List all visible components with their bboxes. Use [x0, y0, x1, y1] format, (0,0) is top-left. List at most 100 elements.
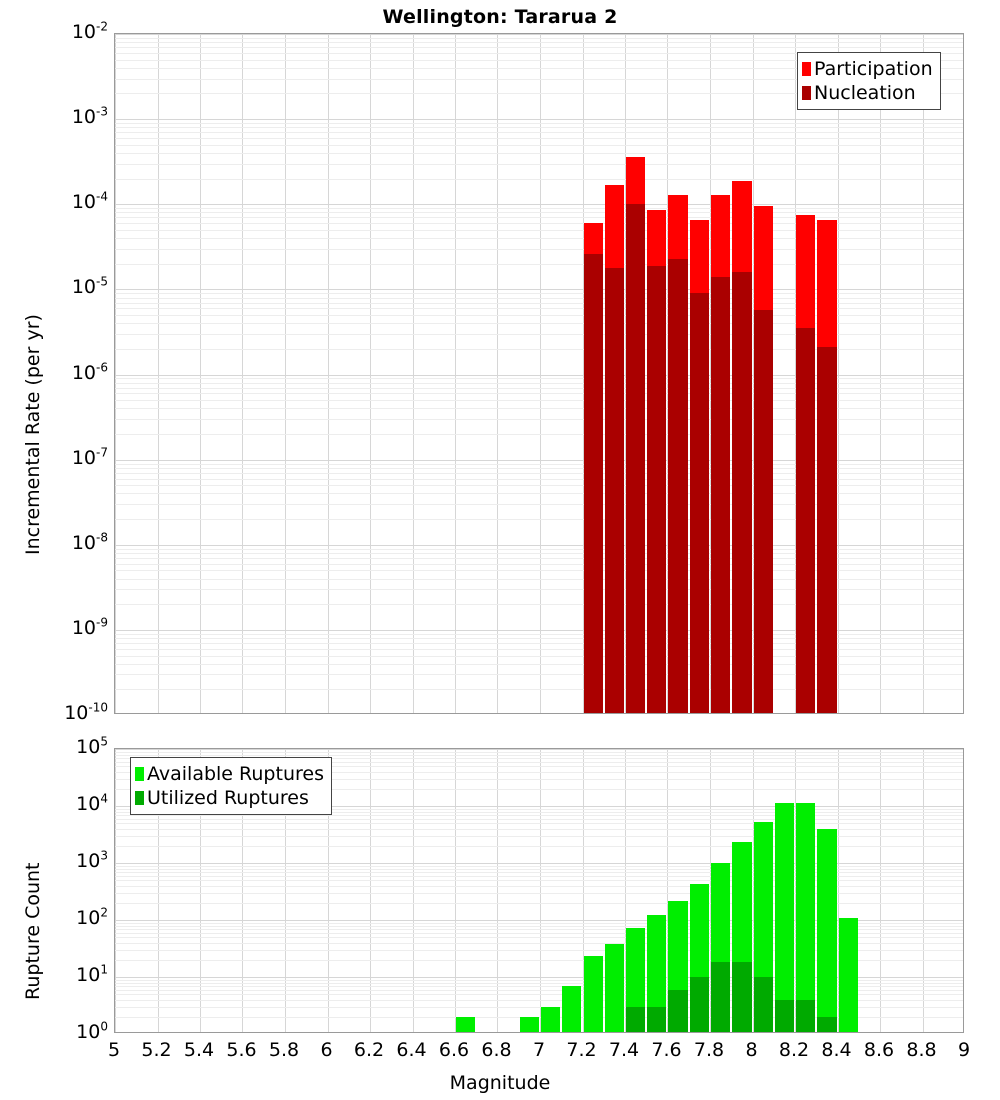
gridline-vertical [115, 749, 116, 1032]
gridline-vertical [115, 34, 116, 713]
gridline-horizontal-minor [115, 493, 963, 494]
gridline-horizontal-minor [115, 473, 963, 474]
gridline-horizontal-minor [115, 303, 963, 304]
gridline-horizontal-minor [115, 570, 963, 571]
gridline-vertical [158, 749, 159, 1032]
bar-utilized-ruptures [668, 990, 688, 1032]
bar-utilized-ruptures [775, 1000, 794, 1032]
bar-available-ruptures [541, 1007, 560, 1032]
gridline-horizontal-minor [115, 47, 963, 48]
gridline-horizontal-minor [115, 1007, 963, 1008]
bottom-y-tick-label: 100 [76, 1019, 108, 1043]
gridline-horizontal-minor [115, 564, 963, 565]
gridline-horizontal-minor [115, 960, 963, 961]
gridline-vertical [413, 34, 414, 713]
gridline-horizontal-minor [115, 755, 963, 756]
top-y-axis-label: Incremental Rate (per yr) [22, 314, 44, 555]
gridline-horizontal-minor [115, 823, 963, 824]
legend-swatch-icon [802, 86, 811, 100]
gridline-horizontal-minor [115, 127, 963, 128]
x-tick-label: 6 [320, 1039, 333, 1061]
top-legend-item[interactable]: Nucleation [802, 81, 933, 105]
gridline-horizontal-minor [115, 145, 963, 146]
top-legend-label: Participation [814, 57, 933, 80]
gridline-horizontal-minor [115, 230, 963, 231]
gridline-horizontal-minor [115, 589, 963, 590]
gridline-horizontal-minor [115, 388, 963, 389]
bar-nucleation [754, 310, 773, 713]
bar-available-ruptures [626, 928, 645, 1032]
top-y-tick-label: 10-10 [64, 700, 108, 724]
gridline-vertical [838, 34, 839, 713]
gridline-horizontal-minor [115, 223, 963, 224]
gridline-horizontal-minor [115, 93, 963, 94]
gridline-vertical [540, 34, 541, 713]
gridline-horizontal-minor [115, 819, 963, 820]
gridline-horizontal-minor [115, 815, 963, 816]
x-tick-label: 6.2 [353, 1039, 385, 1061]
bar-available-ruptures [605, 944, 624, 1032]
page-title: Wellington: Tararua 2 [382, 6, 618, 28]
bar-utilized-ruptures [626, 1007, 645, 1032]
gridline-vertical [370, 34, 371, 713]
gridline-vertical [497, 749, 498, 1032]
gridline-horizontal-minor [115, 634, 963, 635]
bottom-legend-item[interactable]: Utilized Ruptures [135, 786, 324, 810]
bar-available-ruptures [562, 986, 581, 1032]
gridline-horizontal-minor [115, 872, 963, 873]
gridline-horizontal-minor [115, 208, 963, 209]
gridline-horizontal-major [115, 119, 963, 120]
gridline-horizontal-minor [115, 60, 963, 61]
top-y-tick-label: 10-4 [71, 189, 108, 214]
gridline-horizontal-major [115, 34, 963, 35]
bar-utilized-ruptures [817, 1017, 837, 1032]
bar-utilized-ruptures [690, 977, 709, 1032]
x-tick-label: 7.4 [608, 1039, 640, 1061]
bottom-y-tick-label: 103 [76, 848, 108, 872]
gridline-horizontal-minor [115, 664, 963, 665]
bar-nucleation [668, 259, 688, 713]
gridline-horizontal-major [115, 920, 963, 921]
gridline-horizontal-minor [115, 553, 963, 554]
gridline-horizontal-minor [115, 923, 963, 924]
top-legend-item[interactable]: Participation [802, 57, 933, 81]
gridline-horizontal-major [115, 289, 963, 290]
gridline-horizontal-minor [115, 772, 963, 773]
bar-utilized-ruptures [711, 962, 730, 1032]
gridline-horizontal-minor [115, 132, 963, 133]
gridline-horizontal-minor [115, 689, 963, 690]
gridline-horizontal-minor [115, 123, 963, 124]
x-tick-label: 6.6 [438, 1039, 470, 1061]
gridline-vertical [583, 749, 584, 1032]
gridline-horizontal-minor [115, 943, 963, 944]
gridline-horizontal-minor [115, 334, 963, 335]
x-tick-label: 5 [107, 1039, 121, 1061]
gridline-vertical [413, 749, 414, 1032]
gridline-horizontal-minor [115, 264, 963, 265]
gridline-horizontal-minor [115, 249, 963, 250]
bottom-y-tick-label: 102 [76, 905, 108, 929]
gridline-horizontal-major [115, 806, 963, 807]
gridline-horizontal-minor [115, 315, 963, 316]
gridline-horizontal-minor [115, 926, 963, 927]
x-tick-label: 9 [957, 1039, 971, 1061]
gridline-horizontal-minor [115, 179, 963, 180]
top-legend-label: Nucleation [814, 81, 916, 104]
bar-utilized-ruptures [647, 1007, 666, 1032]
bar-available-ruptures [584, 956, 603, 1032]
top-y-tick-label: 10-5 [71, 275, 108, 299]
x-tick-label: 5.6 [226, 1039, 257, 1061]
gridline-vertical [242, 34, 243, 713]
bottom-legend-item[interactable]: Available Ruptures [135, 762, 324, 786]
gridline-horizontal-minor [115, 638, 963, 639]
bar-nucleation [711, 277, 730, 713]
gridline-horizontal-minor [115, 758, 963, 759]
gridline-horizontal-minor [115, 378, 963, 379]
gridline-horizontal-minor [115, 886, 963, 887]
gridline-vertical [200, 749, 201, 1032]
gridline-vertical [242, 749, 243, 1032]
gridline-horizontal-minor [115, 164, 963, 165]
gridline-vertical [667, 34, 668, 713]
gridline-horizontal-minor [115, 876, 963, 877]
gridline-vertical [753, 749, 754, 1032]
